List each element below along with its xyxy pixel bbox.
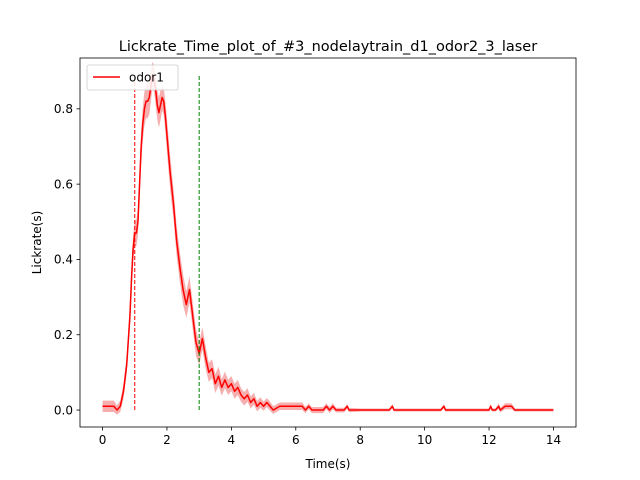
y-tick-label: 0.0	[54, 403, 73, 417]
x-tick-label: 6	[292, 433, 300, 447]
x-axis: 0 2 4 6 8 10 12 14	[99, 427, 561, 447]
x-tick-label: 0	[99, 433, 107, 447]
legend: odor1	[86, 64, 179, 91]
x-axis-label: Time(s)	[305, 457, 351, 471]
legend-box	[86, 64, 179, 91]
x-tick-label: 12	[481, 433, 496, 447]
legend-label-odor1: odor1	[129, 71, 164, 85]
y-tick-label: 0.4	[54, 253, 73, 267]
chart-title: Lickrate_Time_plot_of_#3_nodelaytrain_d1…	[119, 39, 537, 55]
y-tick-label: 0.8	[54, 102, 73, 116]
y-tick-label: 0.6	[54, 177, 73, 191]
x-tick-label: 10	[417, 433, 432, 447]
series-line-odor1	[102, 74, 554, 411]
x-tick-label: 8	[356, 433, 364, 447]
axes-frame	[79, 57, 577, 428]
x-tick-label: 2	[163, 433, 171, 447]
x-tick-label: 14	[546, 433, 561, 447]
y-axis: 0.0 0.2 0.4 0.6 0.8	[54, 102, 80, 417]
x-tick-label: 4	[228, 433, 236, 447]
y-tick-label: 0.2	[54, 328, 73, 342]
y-axis-label: Lickrate(s)	[30, 211, 44, 275]
error-band-odor1	[102, 61, 554, 415]
plot-area	[102, 61, 554, 415]
